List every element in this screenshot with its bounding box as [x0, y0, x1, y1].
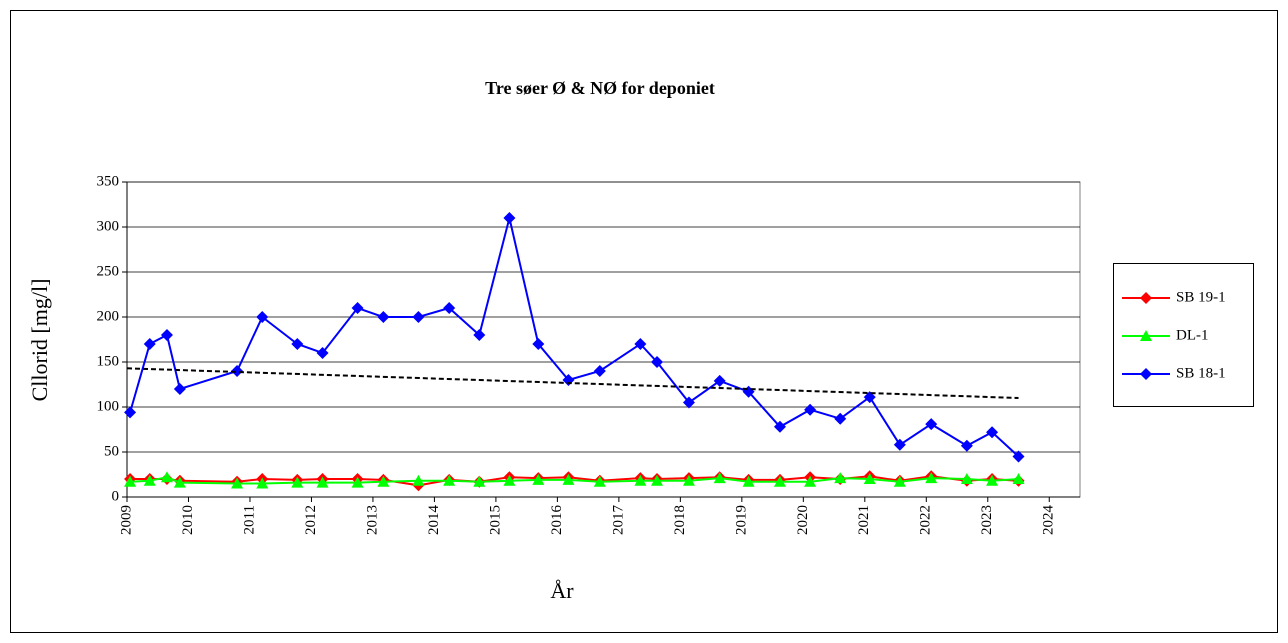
diamond-marker — [351, 302, 364, 314]
y-tick-label: 0 — [112, 488, 120, 504]
diamond-marker — [124, 406, 137, 419]
diamond-marker — [291, 338, 304, 350]
x-tick-label: 2024 — [1041, 505, 1057, 536]
x-tick-label: 2021 — [856, 505, 872, 535]
diamond-marker — [231, 365, 244, 377]
triangle-marker — [834, 472, 847, 484]
trendline — [126, 367, 1019, 399]
triangle-marker — [682, 474, 695, 486]
diamond-marker — [143, 338, 156, 350]
x-tick-label: 2014 — [426, 505, 442, 536]
triangle-marker — [231, 477, 244, 489]
triangle-marker — [562, 473, 575, 485]
y-tick-label: 300 — [97, 218, 120, 234]
diamond-marker — [532, 338, 545, 350]
diamond-marker — [473, 329, 486, 341]
triangle-marker — [473, 475, 486, 487]
x-tick-label: 2016 — [549, 505, 565, 536]
triangle-marker — [713, 472, 726, 484]
triangle-marker — [256, 477, 269, 489]
diamond-marker — [893, 438, 906, 451]
diamond-marker — [593, 365, 606, 377]
triangle-marker — [742, 475, 755, 487]
diamond-marker — [503, 212, 516, 224]
triangle-marker — [503, 474, 516, 486]
triangle-marker — [316, 476, 329, 488]
legend-label: SB 19-1 — [1176, 289, 1226, 305]
diamond-marker — [773, 420, 786, 433]
triangle-marker — [160, 471, 173, 483]
triangle-marker — [124, 475, 137, 487]
y-tick-label: 100 — [97, 398, 120, 414]
x-tick-label: 2015 — [487, 505, 503, 535]
y-tick-label: 50 — [104, 443, 119, 459]
triangle-marker — [634, 474, 647, 486]
triangle-marker — [1140, 330, 1152, 341]
x-tick-label: 2012 — [303, 505, 319, 535]
diamond-marker — [713, 374, 726, 387]
triangle-marker — [773, 475, 786, 487]
diamond-marker — [412, 311, 425, 323]
triangle-marker — [593, 475, 606, 487]
legend-label: SB 18-1 — [1176, 365, 1226, 381]
triangle-marker — [173, 476, 186, 488]
y-tick-label: 350 — [97, 173, 120, 189]
diamond-marker — [256, 311, 269, 323]
diamond-marker — [986, 426, 999, 439]
triangle-marker — [291, 476, 304, 488]
diamond-marker — [160, 329, 173, 341]
x-tick-label: 2022 — [918, 505, 934, 535]
legend-label: DL-1 — [1176, 327, 1209, 343]
y-tick-label: 250 — [97, 263, 120, 279]
triangle-marker — [925, 472, 938, 484]
x-tick-label: 2017 — [610, 505, 626, 536]
triangle-marker — [650, 474, 663, 486]
y-tick-label: 200 — [97, 308, 120, 324]
diamond-marker — [804, 403, 817, 416]
x-tick-label: 2011 — [241, 505, 257, 534]
triangle-marker — [804, 475, 817, 487]
diamond-marker — [634, 338, 647, 350]
triangle-marker — [412, 474, 425, 486]
diamond-marker — [960, 439, 973, 452]
diamond-marker — [1012, 450, 1025, 463]
diamond-marker — [682, 396, 695, 409]
diamond-marker — [173, 383, 186, 395]
triangle-marker — [143, 474, 156, 486]
x-tick-label: 2010 — [180, 505, 196, 535]
x-axis-title: År — [550, 578, 574, 603]
triangle-marker — [893, 475, 906, 487]
y-axis-title: Cllorid [mg/l] — [27, 279, 52, 402]
diamond-marker — [834, 412, 847, 425]
y-tick-label: 150 — [97, 353, 120, 369]
triangle-marker — [1012, 473, 1025, 484]
diamond-marker — [443, 302, 456, 314]
diamond-marker — [316, 347, 329, 359]
x-tick-label: 2013 — [364, 505, 380, 535]
triangle-marker — [443, 474, 456, 486]
x-tick-label: 2019 — [733, 505, 749, 535]
diamond-marker — [1140, 368, 1152, 380]
diamond-marker — [377, 311, 390, 323]
triangle-marker — [532, 473, 545, 485]
x-tick-label: 2018 — [672, 505, 688, 535]
chart-title: Tre søer Ø & NØ for deponiet — [485, 78, 715, 98]
triangle-marker — [377, 475, 390, 487]
triangle-marker — [863, 473, 876, 484]
diamond-marker — [1140, 292, 1152, 304]
triangle-marker — [960, 473, 973, 484]
x-tick-label: 2020 — [795, 505, 811, 535]
x-tick-label: 2009 — [118, 505, 134, 535]
triangle-marker — [351, 476, 364, 488]
diamond-marker — [650, 356, 663, 368]
plot-area — [126, 181, 1081, 498]
diamond-marker — [925, 418, 938, 431]
x-tick-label: 2023 — [979, 505, 995, 535]
triangle-marker — [986, 474, 999, 486]
